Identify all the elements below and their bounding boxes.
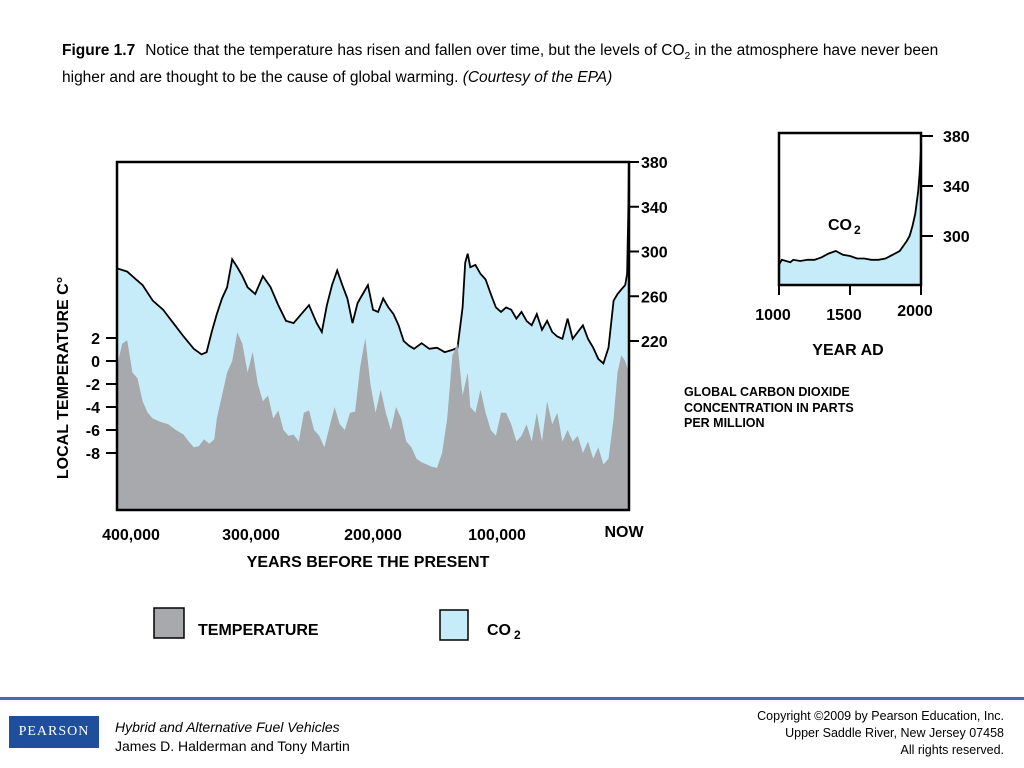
x-axis-ticks: 400,000 300,000 200,000 100,000 NOW — [102, 524, 644, 544]
main-chart: 380 340 300 260 220 2 0 -2 -4 -6 -8 400,000 300,00… — [55, 155, 668, 571]
x-tick-label: 200,000 — [344, 527, 402, 544]
co2-tick-label: 380 — [641, 155, 668, 172]
temperature-tick-label: -8 — [86, 446, 100, 463]
inset-x-axis-label: YEAR AD — [812, 342, 883, 359]
temperature-tick-label: -2 — [86, 377, 100, 394]
inset-annotation-line-3: PER MILLION — [684, 416, 765, 430]
legend-label-co2-main: CO — [487, 622, 511, 639]
co2-tick-label: 260 — [641, 289, 668, 306]
temperature-axis-ticks: 2 0 -2 -4 -6 -8 — [86, 331, 117, 463]
inset-chart: 380 340 300 1000 1500 2000 CO 2 YEAR AD GLOBA… — [684, 129, 970, 430]
inset-y-tick-label: 340 — [943, 179, 970, 196]
inset-co2-area — [779, 148, 921, 285]
y-axis-label: LOCAL TEMPERATURE C° — [55, 277, 72, 479]
inset-annotation-line-2: CONCENTRATION IN PARTS — [684, 401, 854, 415]
caption-text-end: in the atmosphere have never been higher… — [62, 42, 939, 87]
main-plot-frame — [115, 160, 631, 512]
inset-co2-label-sub: 2 — [854, 223, 861, 237]
footer-divider — [0, 697, 1024, 700]
copyright-line: Copyright ©2009 by Pearson Education, In… — [757, 709, 1004, 723]
legend-swatch-co2 — [439, 609, 469, 641]
x-tick-label: 100,000 — [468, 527, 526, 544]
x-tick-label: NOW — [604, 524, 644, 541]
inset-x-tick-label: 2000 — [897, 303, 933, 320]
caption-subscript: 2 — [684, 51, 691, 63]
book-title: Hybrid and Alternative Fuel Vehicles — [115, 719, 340, 735]
copyright-block: Copyright ©2009 by Pearson Education, In… — [757, 708, 1004, 759]
temperature-tick-label: 0 — [91, 354, 100, 371]
inset-y-axis-ticks: 380 340 300 — [921, 129, 970, 246]
copyright-rights: All rights reserved. — [900, 743, 1004, 757]
temperature-tick-label: 2 — [91, 331, 100, 348]
co2-line — [116, 161, 630, 365]
climate-chart: 380 340 300 260 220 2 0 -2 -4 -6 -8 400,000 300,00… — [55, 129, 970, 642]
pearson-logo: PEARSON — [9, 716, 99, 748]
temperature-area — [117, 332, 629, 510]
copyright-address: Upper Saddle River, New Jersey 07458 — [785, 726, 1004, 740]
x-tick-label: 400,000 — [102, 527, 160, 544]
legend-label-temperature: TEMPERATURE — [198, 622, 319, 639]
co2-tick-label: 340 — [641, 200, 668, 217]
co2-axis-ticks: 380 340 300 260 220 — [629, 155, 668, 351]
x-tick-label: 300,000 — [222, 527, 280, 544]
legend-label-co2: CO 2 — [487, 622, 521, 642]
legend-label-co2-sub: 2 — [514, 628, 521, 642]
inset-y-tick-label: 300 — [943, 229, 970, 246]
co2-tick-label: 220 — [641, 334, 668, 351]
book-info: Hybrid and Alternative Fuel Vehicles Jam… — [115, 718, 350, 756]
inset-x-axis-ticks: 1000 1500 2000 — [755, 285, 933, 324]
inset-x-tick-label: 1500 — [826, 307, 862, 324]
temperature-tick-label: -6 — [86, 423, 100, 440]
co2-tick-label: 300 — [641, 245, 668, 262]
inset-x-tick-label: 1000 — [755, 307, 791, 324]
figure-caption: Figure 1.7 Notice that the temperature ha… — [62, 40, 962, 88]
figure-label: Figure 1.7 — [62, 42, 136, 59]
legend-swatch-temperature — [153, 607, 185, 639]
inset-co2-label: CO 2 — [828, 217, 861, 237]
caption-courtesy: (Courtesy of the EPA) — [462, 69, 613, 87]
inset-co2-label-main: CO — [828, 217, 852, 234]
inset-annotation-line-1: GLOBAL CARBON DIOXIDE — [684, 385, 850, 399]
legend: TEMPERATURE CO 2 — [153, 607, 521, 642]
inset-y-tick-label: 380 — [943, 129, 970, 146]
caption-text: Notice that the temperature has risen an… — [145, 42, 685, 59]
book-authors: James D. Halderman and Tony Martin — [115, 738, 350, 754]
x-axis-label: YEARS BEFORE THE PRESENT — [247, 554, 490, 571]
inset-co2-line — [778, 148, 922, 266]
temperature-tick-label: -4 — [86, 400, 100, 417]
